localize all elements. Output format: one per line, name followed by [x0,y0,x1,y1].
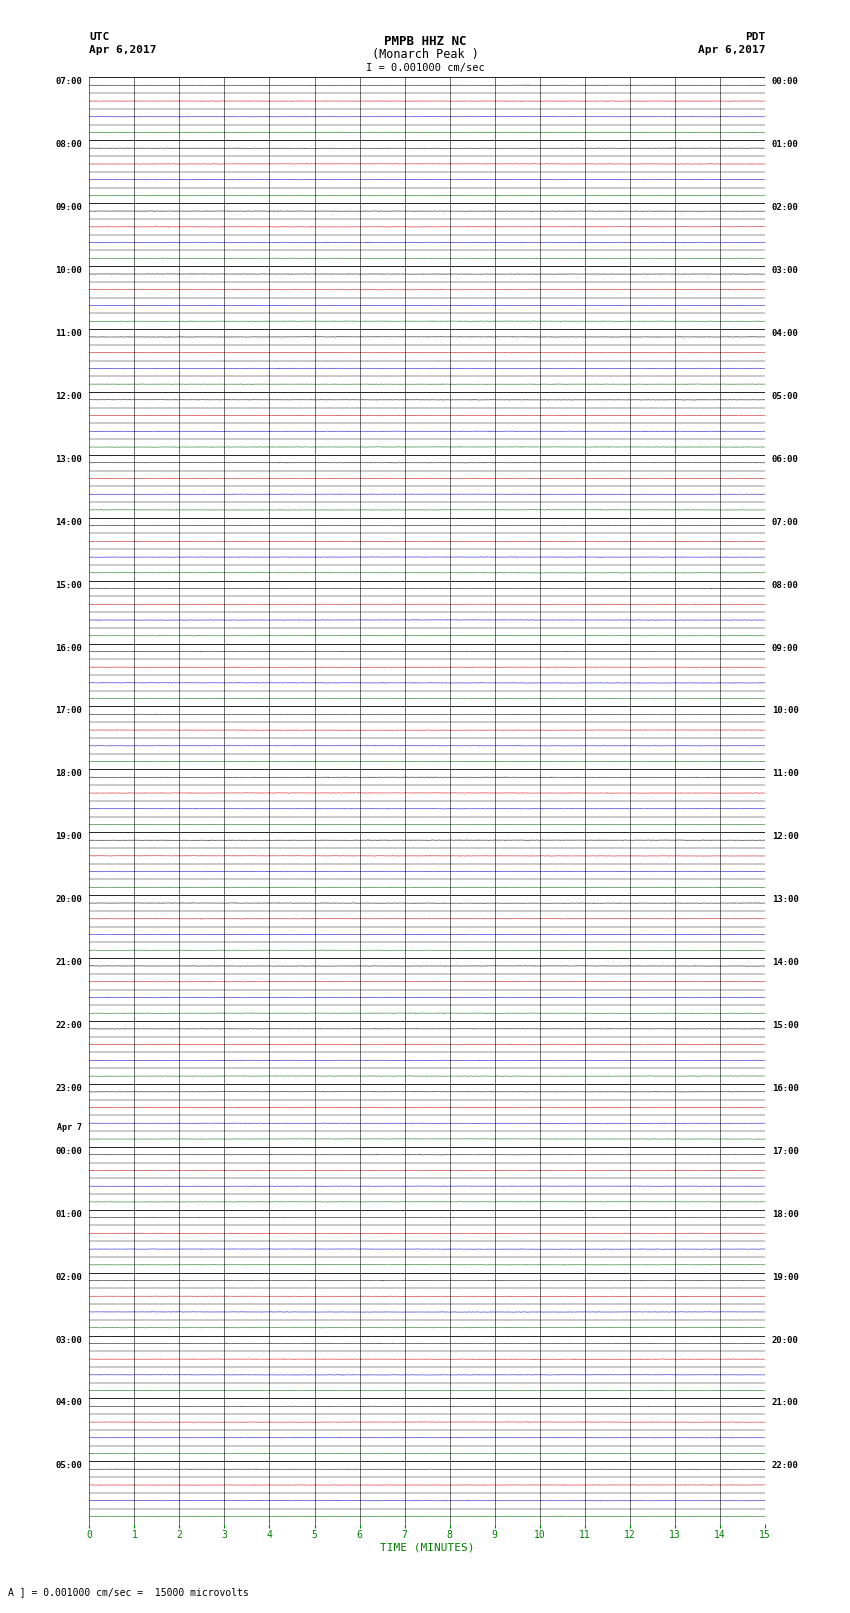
Text: 03:00: 03:00 [55,1336,82,1345]
Text: 07:00: 07:00 [772,518,799,527]
Text: 00:00: 00:00 [55,1147,82,1157]
Text: 09:00: 09:00 [772,644,799,653]
Text: 20:00: 20:00 [772,1336,799,1345]
Text: 01:00: 01:00 [772,140,799,150]
Text: 23:00: 23:00 [55,1084,82,1094]
Text: 06:00: 06:00 [772,455,799,465]
Text: 12:00: 12:00 [772,832,799,842]
Text: 05:00: 05:00 [772,392,799,402]
Text: 22:00: 22:00 [55,1021,82,1031]
Text: 02:00: 02:00 [772,203,799,213]
Text: 09:00: 09:00 [55,203,82,213]
Text: 17:00: 17:00 [772,1147,799,1157]
Text: 13:00: 13:00 [55,455,82,465]
Text: 21:00: 21:00 [55,958,82,968]
Text: 18:00: 18:00 [55,769,82,779]
Text: 01:00: 01:00 [55,1210,82,1219]
Text: 03:00: 03:00 [772,266,799,276]
Text: 16:00: 16:00 [55,644,82,653]
Text: 00:00: 00:00 [772,77,799,87]
Text: (Monarch Peak ): (Monarch Peak ) [371,48,479,61]
Text: 08:00: 08:00 [772,581,799,590]
Text: 13:00: 13:00 [772,895,799,905]
Text: A ] = 0.001000 cm/sec =  15000 microvolts: A ] = 0.001000 cm/sec = 15000 microvolts [8,1587,249,1597]
Text: PDT: PDT [745,32,765,42]
Text: 15:00: 15:00 [772,1021,799,1031]
Text: UTC: UTC [89,32,110,42]
Text: 10:00: 10:00 [772,706,799,716]
Text: 18:00: 18:00 [772,1210,799,1219]
Text: 20:00: 20:00 [55,895,82,905]
Text: 11:00: 11:00 [772,769,799,779]
Text: Apr 6,2017: Apr 6,2017 [698,45,765,55]
Text: 08:00: 08:00 [55,140,82,150]
Text: Apr 7: Apr 7 [57,1123,82,1132]
Text: 21:00: 21:00 [772,1398,799,1408]
Text: 04:00: 04:00 [55,1398,82,1408]
Text: 22:00: 22:00 [772,1461,799,1471]
Text: PMPB HHZ NC: PMPB HHZ NC [383,35,467,48]
Text: 15:00: 15:00 [55,581,82,590]
Text: 17:00: 17:00 [55,706,82,716]
Text: 14:00: 14:00 [772,958,799,968]
Text: 12:00: 12:00 [55,392,82,402]
Text: 04:00: 04:00 [772,329,799,339]
Text: 19:00: 19:00 [55,832,82,842]
Text: 14:00: 14:00 [55,518,82,527]
Text: 16:00: 16:00 [772,1084,799,1094]
Text: 11:00: 11:00 [55,329,82,339]
Text: 07:00: 07:00 [55,77,82,87]
Text: I = 0.001000 cm/sec: I = 0.001000 cm/sec [366,63,484,73]
Text: 19:00: 19:00 [772,1273,799,1282]
Text: 10:00: 10:00 [55,266,82,276]
X-axis label: TIME (MINUTES): TIME (MINUTES) [380,1542,474,1553]
Text: Apr 6,2017: Apr 6,2017 [89,45,156,55]
Text: 02:00: 02:00 [55,1273,82,1282]
Text: 05:00: 05:00 [55,1461,82,1471]
